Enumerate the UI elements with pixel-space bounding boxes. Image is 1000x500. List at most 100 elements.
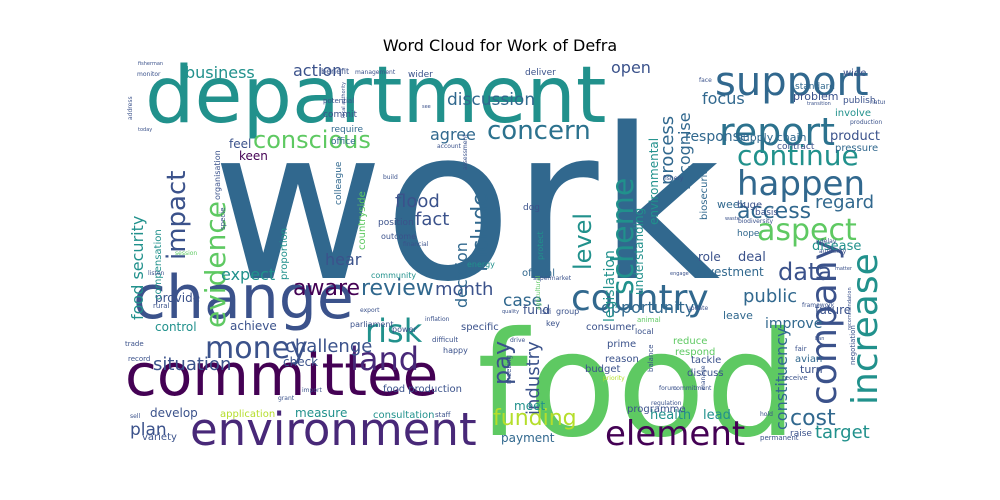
word-fair: fair — [795, 345, 807, 353]
word-financial: financial — [403, 241, 429, 248]
word-report: report — [719, 110, 835, 154]
word-address: address — [127, 96, 134, 120]
word-require: require — [331, 125, 363, 135]
word-specific: specific — [461, 322, 499, 333]
word-permanent: permanent — [760, 434, 799, 442]
word-update: update — [687, 305, 708, 312]
word-grant: grant — [278, 395, 295, 402]
word-key: key — [546, 319, 560, 328]
word-discuss: discuss — [687, 368, 724, 379]
word-element: element — [605, 414, 745, 450]
word-conscious: conscious — [253, 126, 371, 154]
word-standard: standard — [795, 82, 835, 92]
word-pressure: pressure — [835, 143, 878, 154]
word-local: local — [635, 327, 654, 336]
word-build: build — [383, 174, 398, 181]
word-listen: listen — [148, 270, 165, 277]
word-huge: huge — [737, 200, 762, 211]
word-process: process — [657, 116, 678, 185]
word-investment: investment — [696, 265, 764, 279]
word-public: public — [743, 286, 797, 307]
word-benefit: benefit — [321, 67, 349, 76]
word-fishery: fishery — [663, 175, 684, 182]
word-countryside: countryside — [357, 191, 368, 250]
word-expect: expect — [221, 265, 275, 284]
word-aspect: aspect — [757, 213, 857, 248]
word-proportion: proportion — [279, 228, 290, 280]
word-measure: measure — [295, 406, 347, 420]
word-concern: concern — [487, 116, 591, 146]
word-authority: authority — [819, 248, 847, 255]
word-meeting: meeting — [505, 355, 513, 384]
word-wider: wider — [408, 70, 433, 80]
word-product: product — [830, 129, 880, 144]
word-export: export — [360, 307, 380, 314]
word-deliver: deliver — [525, 68, 556, 78]
word-session: session — [175, 250, 197, 257]
word-legislation: legislation — [602, 250, 618, 322]
word-cloud-canvas: workfooddepartmentchangecommitteeenviron… — [125, 60, 885, 450]
word-support: support — [715, 60, 869, 105]
word-challenge: challenge — [285, 336, 372, 357]
word-fact: fact — [415, 209, 449, 230]
word-priority: priority — [603, 375, 625, 382]
word-forum: forum — [659, 385, 677, 392]
word-framework: framework — [802, 302, 835, 309]
word-parliament: parliament — [350, 320, 394, 329]
word-biodiversity: biodiversity — [738, 218, 773, 225]
word-waste: waste — [725, 216, 740, 222]
word-programme: programme — [627, 404, 686, 415]
word-company: company — [804, 239, 845, 405]
word-office: office — [331, 137, 356, 147]
word-provide: provide — [155, 291, 200, 305]
word-difficult: difficult — [432, 336, 458, 344]
word-evidence: evidence — [199, 201, 232, 328]
word-animal: animal — [637, 316, 661, 324]
word-understanding: understanding — [632, 208, 646, 295]
word-disease: disease — [812, 239, 861, 254]
word-basis: basis — [755, 208, 778, 218]
word-variety: variety — [142, 432, 177, 443]
word-case: case — [503, 291, 542, 311]
word-face: face — [699, 77, 712, 84]
word-action: action — [293, 61, 342, 80]
word-hold: hold — [760, 411, 773, 418]
word-access: access — [737, 199, 811, 224]
word-group: group — [556, 307, 579, 316]
word-reduce: reduce — [673, 336, 707, 347]
word-dog: dog — [523, 203, 540, 213]
word-meet: meet — [514, 399, 545, 413]
word-import: import — [302, 387, 322, 394]
word-involve: involve — [835, 108, 871, 119]
word-impact: impact — [162, 171, 192, 260]
word-include: include — [468, 192, 493, 272]
word-aware: aware — [293, 276, 360, 301]
word-consultation: consultation — [373, 410, 434, 421]
word-application: application — [220, 409, 275, 420]
word-country: country — [571, 278, 709, 319]
word-continue: continue — [737, 139, 859, 172]
word-recognise: recognise — [675, 112, 694, 190]
word-local-authority: local authority — [341, 82, 347, 118]
word-trade: trade — [125, 340, 144, 348]
word-flood: flood — [395, 191, 440, 212]
word-agricultural: agricultural — [535, 275, 542, 310]
word-biosecurity: biosecurity — [699, 165, 710, 220]
word-leave: leave — [723, 309, 753, 322]
word-rural: rural — [153, 302, 169, 310]
word-record: record — [128, 355, 150, 363]
word-avian: avian — [795, 354, 822, 365]
word-official: official — [522, 268, 555, 279]
word-work: work — [212, 83, 720, 328]
word-commit: commit — [323, 110, 357, 120]
word-month: month — [435, 279, 493, 300]
word-future: future — [815, 303, 851, 317]
word-regulation: regulation — [651, 400, 682, 407]
word-monitor: monitor — [137, 71, 161, 78]
word-consumer: consumer — [586, 322, 636, 333]
word-change: change — [133, 263, 354, 333]
word-hope: hope — [737, 229, 760, 239]
word-position: position — [378, 218, 414, 228]
word-wide: wide — [843, 68, 866, 79]
word-balance: balance — [647, 344, 655, 372]
